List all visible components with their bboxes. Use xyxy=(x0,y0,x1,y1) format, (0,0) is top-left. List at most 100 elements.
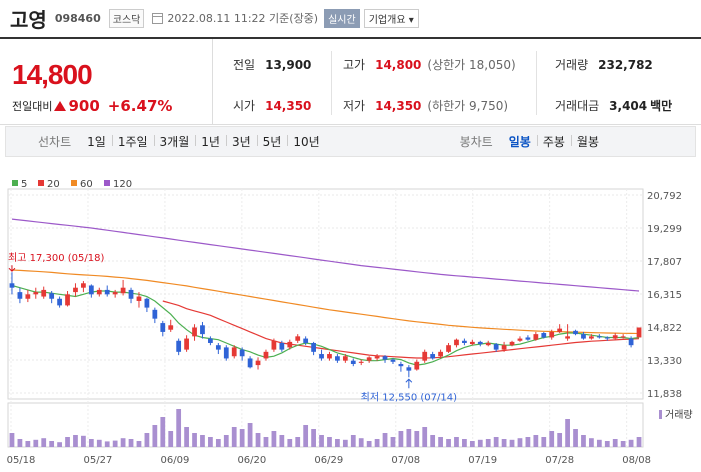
volume-bar xyxy=(509,439,515,447)
prev-close-value: 13,900 xyxy=(265,58,312,72)
volume-bar xyxy=(342,439,348,447)
volume-bar xyxy=(192,433,197,447)
volume-bar xyxy=(620,441,626,447)
candle-body xyxy=(430,354,436,359)
volume-bar xyxy=(485,439,491,447)
price-summary: 14,800 전일대비 900 +6.47% 전일 13,900 고가 14,8… xyxy=(0,37,701,125)
candle-body xyxy=(303,338,309,343)
tab-daily[interactable]: 일봉 xyxy=(508,135,531,149)
candle-body xyxy=(390,359,396,362)
candle-body xyxy=(65,294,70,306)
realtime-button[interactable]: 실시간 xyxy=(324,8,360,28)
candle-body xyxy=(263,351,269,359)
tab-1day[interactable]: 1일 xyxy=(87,135,106,149)
volume-bar xyxy=(374,439,380,447)
volume-bar xyxy=(215,439,221,447)
low-annotation: 최저 12,550 (07/14) xyxy=(361,391,457,403)
open: 시가 14,350 xyxy=(233,97,311,114)
candle-body xyxy=(612,335,618,339)
candle-body xyxy=(493,344,499,350)
volume-bar xyxy=(25,441,31,447)
candle-body xyxy=(581,334,586,339)
current-price-box: 14,800 전일대비 900 +6.47% xyxy=(0,39,213,124)
candle-body xyxy=(49,293,55,299)
candle-body xyxy=(255,360,261,366)
candle-body xyxy=(462,340,467,343)
candle-body xyxy=(438,351,443,357)
company-overview-dropdown[interactable]: 기업개요 ▾ xyxy=(363,8,419,28)
price-chart[interactable]: 5 20 60 120 20,792 19,299 17,807 16,315 14,822 13… xyxy=(0,165,701,472)
tab-10year[interactable]: 10년 xyxy=(287,133,325,150)
tab-3month[interactable]: 3개월 xyxy=(153,133,196,150)
legend-label-5: 5 xyxy=(21,179,27,190)
candle-body xyxy=(120,287,126,294)
stats-grid: 전일 13,900 고가 14,800 (상한가 18,050) 거래량 232… xyxy=(213,39,701,124)
volume-bar xyxy=(366,441,372,447)
candle-body xyxy=(176,340,182,352)
ma20-line xyxy=(162,300,640,359)
candlestick-chart[interactable]: 5 20 60 120 20,792 19,299 17,807 16,315 14,822 13… xyxy=(0,165,701,472)
x-tick-label: 06/09 xyxy=(160,455,189,466)
candle-body xyxy=(398,363,404,367)
high-value: 14,800 xyxy=(375,58,422,72)
candle-body xyxy=(604,337,610,339)
volume-bar xyxy=(493,437,499,447)
candle-tabs: 봉차트 일봉 주봉 월봉 xyxy=(460,133,605,150)
volume-bar xyxy=(462,439,467,447)
volume-value: 232,782 xyxy=(598,58,653,72)
tab-1year[interactable]: 1년 xyxy=(195,133,226,150)
volume-bar xyxy=(406,429,412,447)
volume-bar xyxy=(231,427,237,447)
y-tick-label: 19,299 xyxy=(647,224,682,235)
y-tick-label: 13,330 xyxy=(647,356,682,367)
volume-bar xyxy=(327,437,332,447)
volume-bar xyxy=(152,425,158,447)
candle-body xyxy=(485,342,491,346)
open-value: 14,350 xyxy=(265,99,312,113)
volume-bar xyxy=(104,441,110,447)
tab-3year[interactable]: 3년 xyxy=(225,133,257,150)
prev-close: 전일 13,900 xyxy=(233,56,311,73)
candle-body xyxy=(104,289,110,295)
volume-bar xyxy=(73,435,78,447)
volume-bar xyxy=(612,439,618,447)
volume-bar xyxy=(438,437,443,447)
volume-bar xyxy=(517,438,523,447)
volume-bar xyxy=(88,439,94,447)
tab-5year[interactable]: 5년 xyxy=(256,133,288,150)
x-tick-label: 08/08 xyxy=(622,455,651,466)
candle-body xyxy=(184,338,189,350)
y-tick-label: 20,792 xyxy=(647,191,682,202)
candle-body xyxy=(620,336,626,338)
tab-weekly[interactable]: 주봉 xyxy=(536,133,571,150)
volume-bar xyxy=(247,423,253,447)
candle-body xyxy=(358,361,364,363)
candle-body xyxy=(160,323,166,332)
volume-bar xyxy=(565,419,570,447)
volume-bar xyxy=(549,431,555,447)
y-tick-label: 17,807 xyxy=(647,257,682,268)
volume-bar xyxy=(184,427,189,447)
change-value: 900 xyxy=(68,97,100,115)
candle-body xyxy=(501,345,507,350)
candle-body xyxy=(374,356,380,359)
volume-bar xyxy=(81,435,86,447)
volume-bar xyxy=(176,409,182,447)
candle-body xyxy=(596,336,602,338)
volume-bar xyxy=(398,431,404,447)
candle-body xyxy=(96,289,102,295)
tab-monthly[interactable]: 월봉 xyxy=(570,133,605,150)
ma5-line xyxy=(11,284,640,366)
candle-body xyxy=(636,327,642,338)
volume-bar xyxy=(636,437,642,447)
volume-bar xyxy=(414,431,420,447)
legend-swatch-5 xyxy=(12,180,18,186)
x-tick-label: 05/27 xyxy=(84,455,113,466)
volume-bar xyxy=(168,431,174,447)
candle-body xyxy=(128,289,134,299)
volume-bar xyxy=(303,425,309,447)
low-label: 저가 xyxy=(343,99,366,113)
tab-1week[interactable]: 1주일 xyxy=(111,133,154,150)
volume-bar xyxy=(112,440,118,447)
volume-bar xyxy=(128,439,134,447)
